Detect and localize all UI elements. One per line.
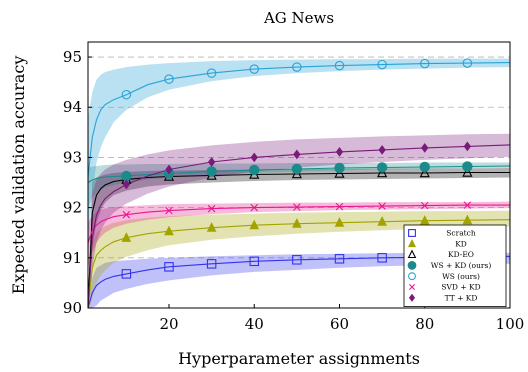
data-point <box>335 147 344 157</box>
data-point <box>293 203 301 211</box>
x-tick-label: 60 <box>330 315 349 333</box>
legend-marker <box>407 239 417 248</box>
legend-label: KD-EO <box>448 250 474 259</box>
x-tick-label: 100 <box>496 315 525 333</box>
data-point <box>377 59 387 70</box>
data-point <box>164 74 174 84</box>
data-point <box>206 68 217 78</box>
band-svd-kd <box>88 201 510 268</box>
legend-label: TT + KD <box>445 293 478 302</box>
data-point <box>207 157 216 167</box>
data-point <box>421 143 429 153</box>
data-point <box>292 218 302 228</box>
data-point <box>121 269 132 279</box>
data-point <box>206 166 217 177</box>
data-point <box>378 145 386 155</box>
data-point <box>121 170 132 182</box>
data-point <box>249 219 260 230</box>
data-point <box>122 210 131 219</box>
band-kd <box>88 210 510 308</box>
band-scratch <box>88 252 510 308</box>
data-point <box>206 259 217 269</box>
data-point <box>377 253 387 263</box>
data-point <box>250 203 259 212</box>
plot-frame <box>87 41 511 309</box>
data-point <box>250 152 258 163</box>
data-point <box>462 214 473 225</box>
data-point <box>462 166 473 177</box>
y-tick-label: 94 <box>63 98 82 116</box>
x-tick-label: 20 <box>159 315 178 333</box>
y-tick-label: 92 <box>63 199 82 217</box>
data-point <box>463 141 472 152</box>
legend-label: KD <box>455 239 467 248</box>
legend-marker <box>408 293 416 302</box>
data-point <box>293 149 301 160</box>
data-point <box>334 162 345 174</box>
y-tick-label: 95 <box>63 48 82 66</box>
data-point <box>122 179 131 190</box>
legend-marker <box>407 260 417 270</box>
data-point <box>376 162 388 173</box>
data-point <box>292 62 302 72</box>
data-point <box>334 167 345 178</box>
x-tick-label: 40 <box>245 315 264 333</box>
legend-marker <box>407 249 417 259</box>
legend-label: WS + KD (ours) <box>431 261 492 270</box>
legend-marker <box>408 272 416 281</box>
legend-label: SVD + KD <box>441 283 480 292</box>
legend-label: WS (ours) <box>442 272 480 281</box>
legend-marker <box>408 229 416 237</box>
data-point <box>164 262 174 272</box>
data-point <box>164 225 174 236</box>
legend-marker <box>409 284 415 290</box>
legend-box <box>403 224 507 307</box>
data-point <box>121 89 132 100</box>
data-point <box>334 254 345 264</box>
data-point <box>334 217 345 227</box>
data-point <box>419 58 430 69</box>
legend-label: Scratch <box>446 229 476 238</box>
series-line-ws-ours- <box>88 62 510 178</box>
data-point <box>207 204 216 213</box>
y-axis-title: Expected validation accuracy <box>9 56 28 295</box>
y-tick-label: 90 <box>63 299 82 317</box>
series-line-scratch <box>88 255 510 308</box>
series-markers <box>121 58 473 279</box>
data-point <box>419 167 430 178</box>
data-point <box>165 206 173 215</box>
data-point <box>291 163 303 175</box>
data-point <box>462 161 473 172</box>
data-point <box>419 215 430 225</box>
data-point <box>462 58 473 68</box>
y-tick-label: 93 <box>63 148 82 166</box>
data-point <box>463 201 472 209</box>
y-axis-ticks: 90 91 92 93 94 95 <box>63 48 92 317</box>
data-point <box>249 164 260 176</box>
x-tick-label: 80 <box>415 315 434 333</box>
data-point <box>420 201 429 210</box>
x-axis-title: Hyperparameter assignments <box>178 349 420 368</box>
data-point <box>249 64 259 74</box>
band-ws-kd-ours- <box>88 162 510 208</box>
data-point <box>206 222 217 232</box>
data-point <box>249 256 259 267</box>
data-point <box>378 202 386 210</box>
data-point <box>377 167 388 178</box>
data-point <box>165 164 173 175</box>
data-point <box>292 255 302 265</box>
chart-title: AG News <box>263 9 334 27</box>
data-point <box>121 232 132 242</box>
band-tt-kd <box>88 133 510 308</box>
data-point <box>377 216 387 226</box>
data-point <box>419 161 430 173</box>
data-point <box>335 202 344 211</box>
band-ws-ours- <box>88 58 510 258</box>
y-tick-label: 91 <box>63 249 82 267</box>
data-point <box>334 60 345 71</box>
